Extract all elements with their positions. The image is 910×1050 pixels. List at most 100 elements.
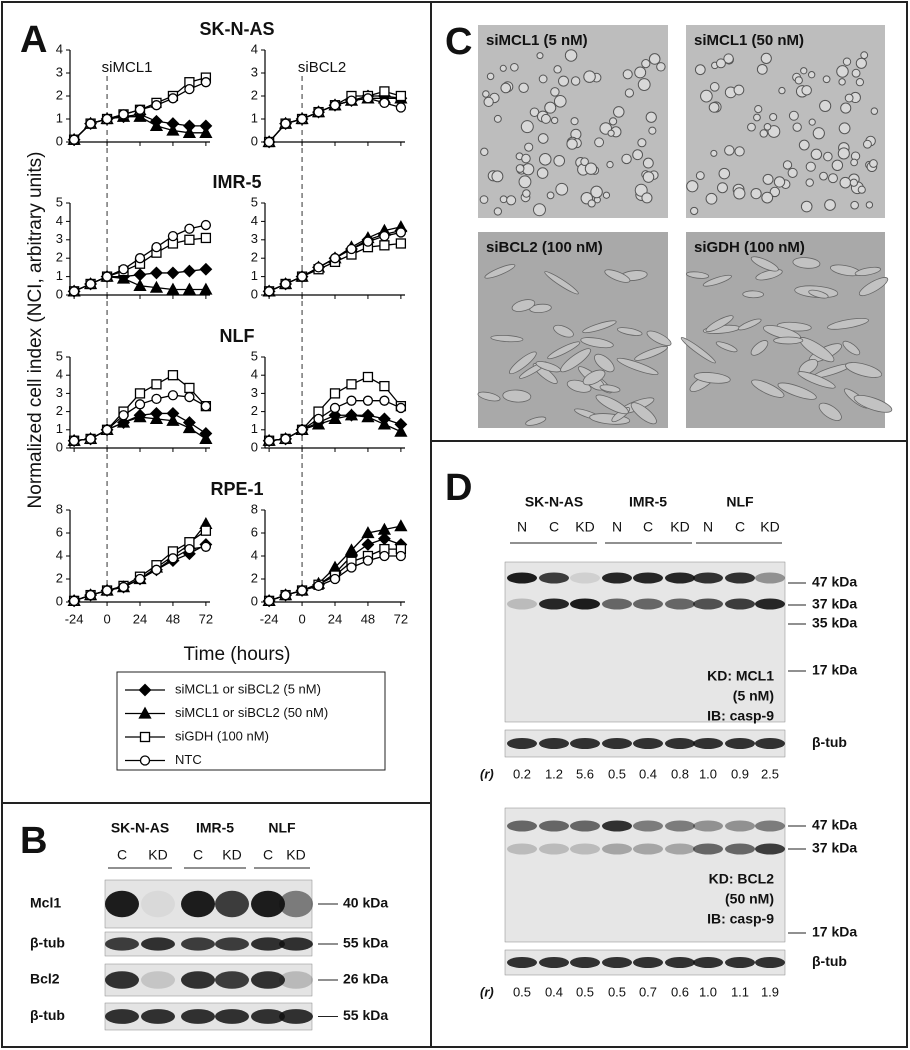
y-tick-label: 4 xyxy=(56,41,63,56)
chart-title: IMR-5 xyxy=(213,172,262,192)
y-tick-label: 0 xyxy=(56,593,63,608)
band xyxy=(181,937,215,951)
blot xyxy=(504,561,786,723)
ratio: 0.5 xyxy=(576,984,594,999)
band xyxy=(633,572,663,584)
marker xyxy=(280,278,291,290)
cell xyxy=(844,93,854,103)
band xyxy=(141,890,175,918)
y-tick-label: 5 xyxy=(56,194,63,209)
marker xyxy=(200,541,212,552)
y-tick-label: 2 xyxy=(251,570,258,585)
marker xyxy=(184,391,195,403)
cell xyxy=(479,195,489,204)
size-label: 47 kDa xyxy=(812,574,857,590)
cell xyxy=(515,164,525,173)
cell xyxy=(797,371,836,389)
cell xyxy=(553,65,562,74)
marker xyxy=(329,100,341,111)
lane-label: KD xyxy=(670,519,689,535)
marker xyxy=(362,236,374,247)
cell xyxy=(787,167,798,178)
marker xyxy=(362,93,374,104)
panel-label: C xyxy=(445,21,472,63)
marker xyxy=(377,532,391,546)
marker xyxy=(395,102,407,113)
cell xyxy=(546,191,555,200)
band xyxy=(755,957,785,968)
lane-label: KD xyxy=(222,847,241,863)
marker xyxy=(200,232,212,244)
marker xyxy=(134,399,146,410)
marker xyxy=(379,86,390,97)
marker xyxy=(138,683,152,697)
ratio: 2.5 xyxy=(761,766,779,781)
image-title: siMCL1 (50 nM) xyxy=(694,32,804,49)
cell xyxy=(582,369,606,386)
band xyxy=(570,820,600,832)
lane-label: N xyxy=(703,519,713,535)
blot-note: KD: MCL1 xyxy=(707,668,774,684)
chart-title: SK-N-AS xyxy=(200,19,275,39)
annotation: siBCL2 xyxy=(298,59,346,76)
band xyxy=(725,572,755,584)
y-tick-label: 0 xyxy=(251,286,258,301)
cell xyxy=(857,185,866,194)
y-tick-label: 0 xyxy=(251,439,258,454)
band xyxy=(665,598,695,610)
marker xyxy=(134,253,146,264)
cell xyxy=(792,257,821,269)
cell xyxy=(617,327,643,336)
cell xyxy=(767,125,781,138)
cell xyxy=(777,382,817,400)
band xyxy=(507,820,537,832)
legend-label: NTC xyxy=(175,752,202,767)
y-tick-label: 0 xyxy=(56,439,63,454)
ratio: 0.9 xyxy=(731,766,749,781)
band xyxy=(539,820,569,832)
cell xyxy=(762,173,774,185)
marker xyxy=(182,264,196,278)
cell xyxy=(851,68,861,78)
x-tick-label: 0 xyxy=(298,611,305,626)
y-axis-label: Normalized cell index (NCI, arbitrary un… xyxy=(25,152,46,509)
cell xyxy=(547,341,581,360)
marker xyxy=(346,562,357,573)
cell xyxy=(808,289,829,299)
size-label: 37 kDa xyxy=(812,596,857,612)
band xyxy=(539,843,569,855)
y-tick-label: 1 xyxy=(251,268,258,283)
marker xyxy=(184,83,195,95)
marker xyxy=(313,413,324,425)
band xyxy=(215,937,249,951)
y-tick-label: 1 xyxy=(56,268,63,283)
y-tick-label: 4 xyxy=(251,367,258,382)
cell xyxy=(656,62,666,72)
marker xyxy=(101,113,113,125)
cell xyxy=(709,82,720,92)
cell xyxy=(794,76,803,85)
y-tick-label: 3 xyxy=(56,64,63,79)
cell xyxy=(850,158,858,167)
marker xyxy=(167,390,179,401)
cell xyxy=(604,269,631,283)
cell xyxy=(831,159,844,171)
band xyxy=(539,598,569,610)
cell xyxy=(823,151,833,162)
cell xyxy=(580,157,589,166)
cell xyxy=(747,122,756,132)
marker xyxy=(296,271,308,282)
lane-label: N xyxy=(612,519,622,535)
size-label: 17 kDa xyxy=(812,924,857,940)
band xyxy=(279,890,313,918)
marker xyxy=(395,90,407,102)
cell xyxy=(761,191,774,204)
cell xyxy=(584,162,598,175)
size-label: 40 kDa xyxy=(343,895,388,911)
marker xyxy=(395,238,407,249)
legend-label: siMCL1 or siBCL2 (50 nM) xyxy=(175,705,328,720)
size-label: 35 kDa xyxy=(812,615,857,631)
cell xyxy=(630,402,657,425)
marker xyxy=(200,219,212,231)
